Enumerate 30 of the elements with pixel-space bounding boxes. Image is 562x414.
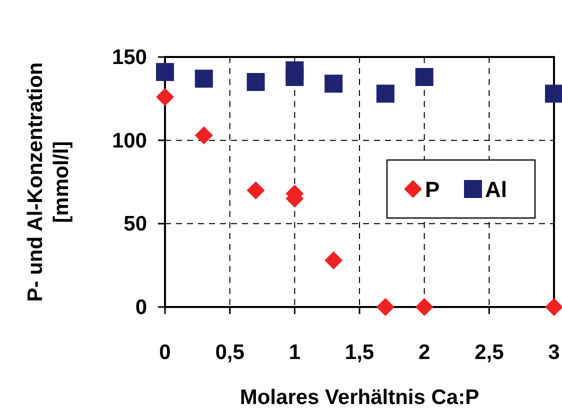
point bbox=[376, 298, 394, 316]
y-tick-label: 50 bbox=[124, 212, 147, 236]
y-axis-title: P- und Al-Konzentration [mmol/l] bbox=[24, 62, 73, 302]
point bbox=[194, 126, 213, 144]
point bbox=[246, 181, 265, 200]
point bbox=[156, 88, 174, 106]
y-tick-label: 0 bbox=[135, 296, 147, 319]
point bbox=[415, 298, 434, 316]
y-tick-label: 150 bbox=[112, 46, 147, 69]
point bbox=[194, 70, 213, 88]
x-tick-label: 0 bbox=[159, 341, 171, 364]
point bbox=[286, 68, 304, 86]
x-tick-label: 1,5 bbox=[344, 341, 374, 364]
x-tick-label: 3 bbox=[548, 341, 560, 364]
point bbox=[415, 68, 434, 86]
point bbox=[246, 73, 265, 91]
point bbox=[376, 84, 394, 103]
x-tick-label: 2,5 bbox=[474, 341, 504, 364]
legend-label: P bbox=[425, 177, 440, 202]
y-tick-label: 100 bbox=[112, 129, 147, 152]
x-axis-title: Molares Verhältnis Ca:P bbox=[240, 386, 480, 409]
x-tick-label: 0,5 bbox=[215, 341, 245, 364]
x-tick-label: 2 bbox=[418, 341, 430, 364]
point bbox=[545, 298, 562, 316]
x-tick-label: 1 bbox=[288, 341, 301, 364]
legend-label: Al bbox=[485, 177, 507, 202]
point bbox=[324, 251, 343, 270]
point bbox=[324, 74, 343, 93]
point bbox=[156, 63, 174, 81]
point bbox=[545, 84, 562, 103]
